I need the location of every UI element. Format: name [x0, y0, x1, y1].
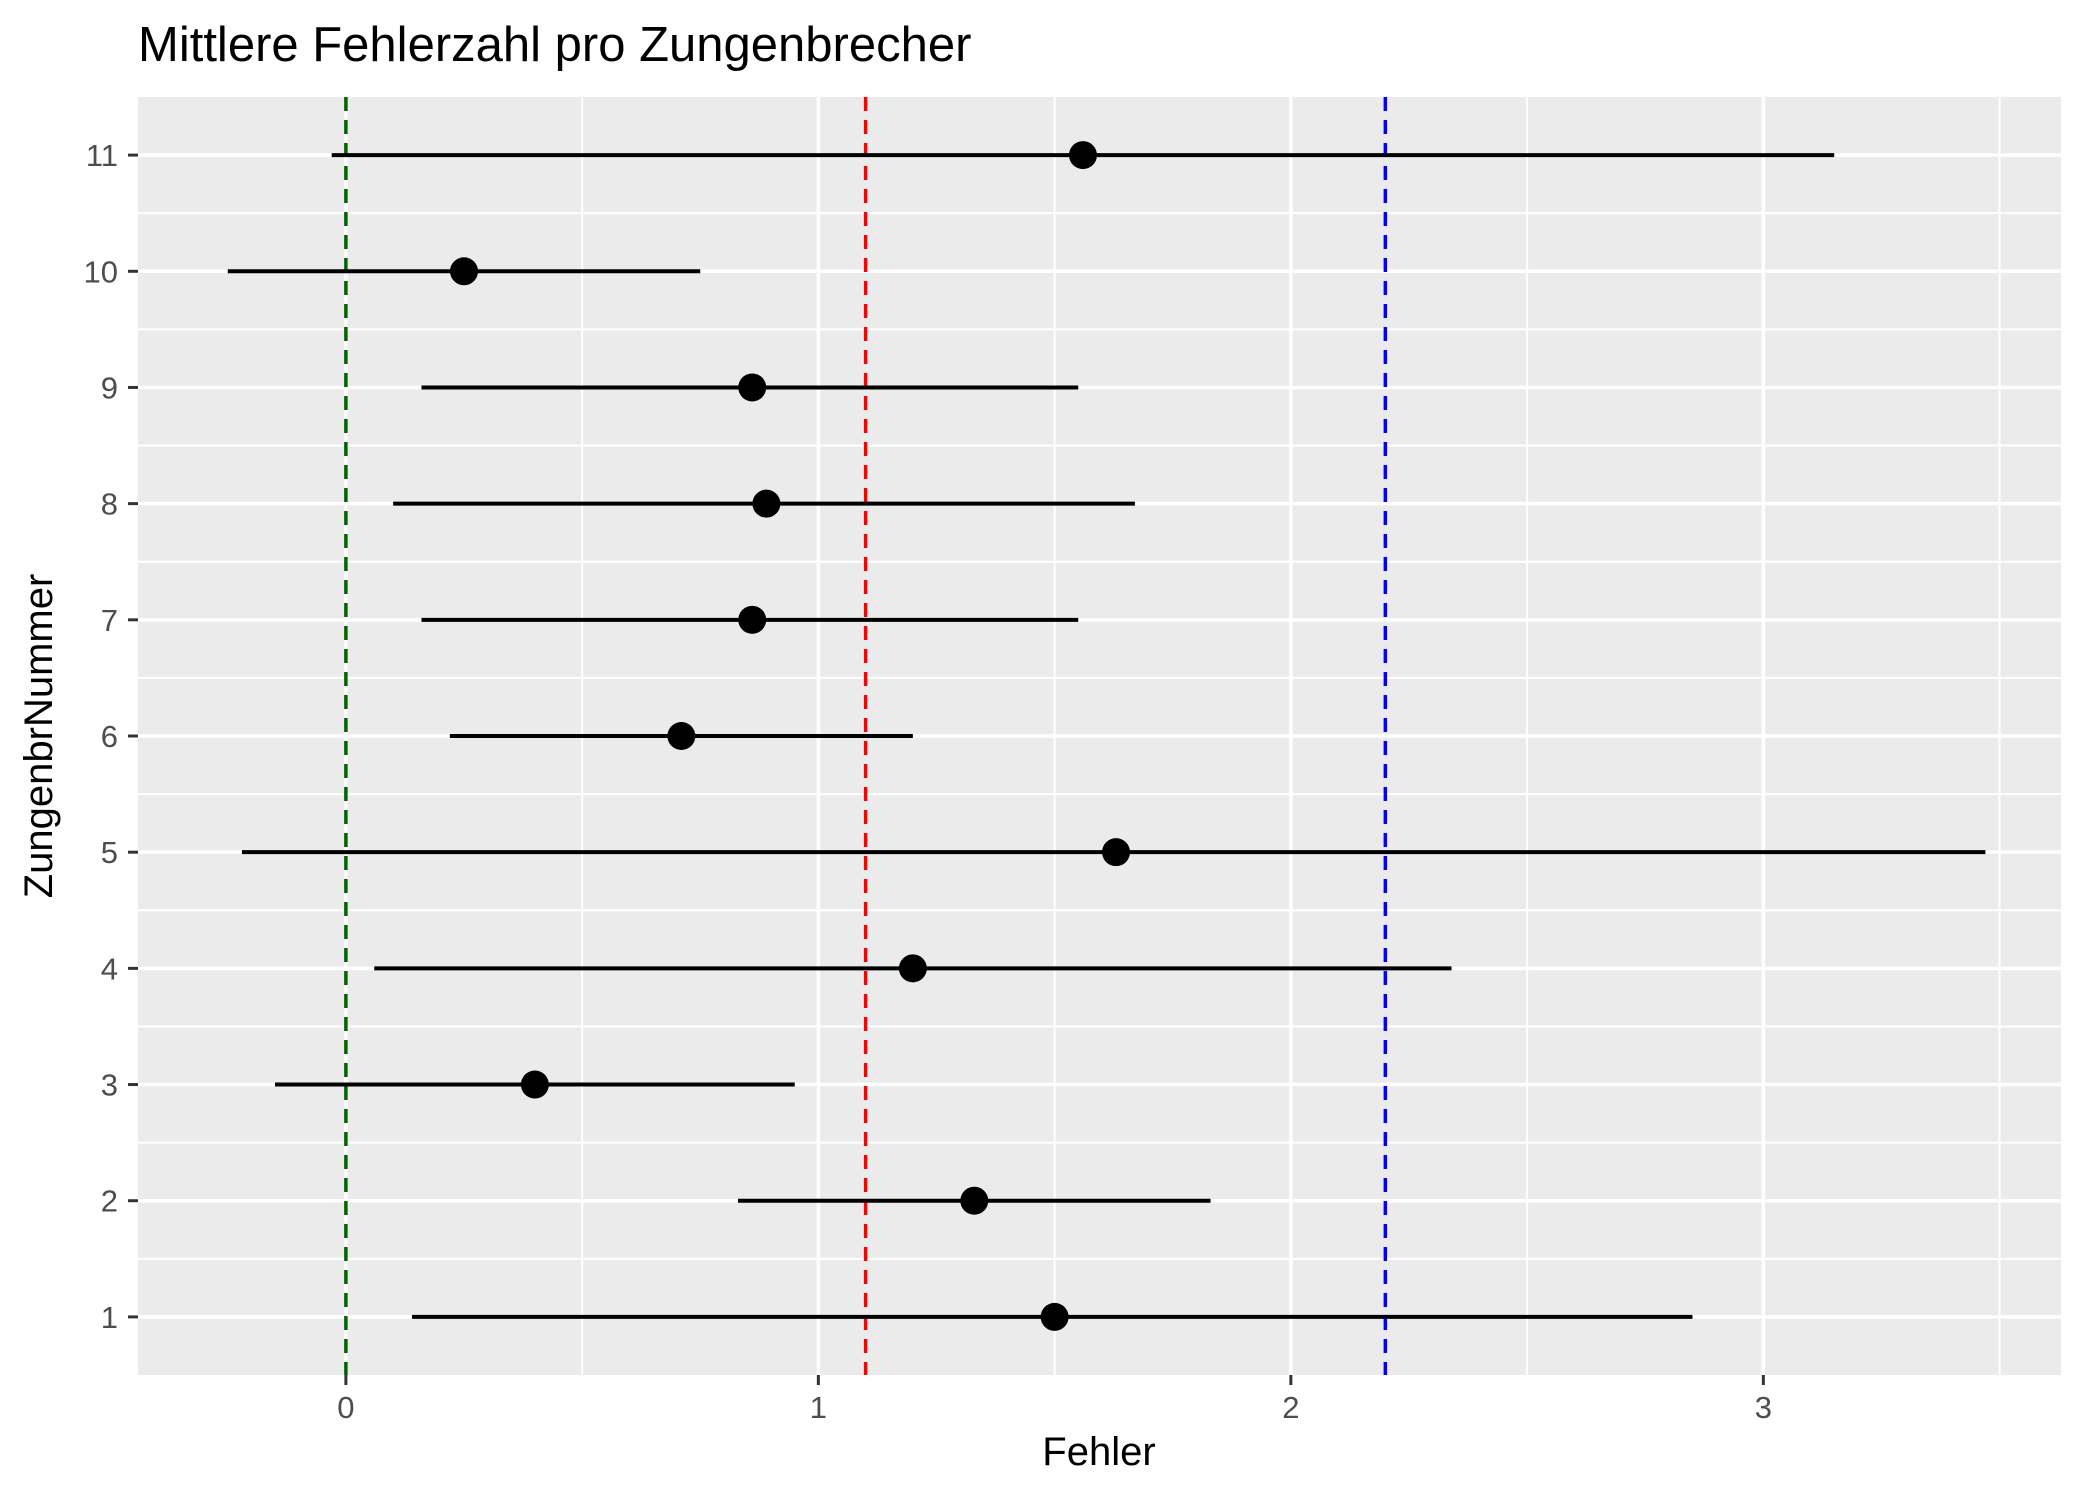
y-tick-label: 4	[101, 951, 118, 986]
data-point	[1102, 838, 1131, 867]
data-point	[1068, 141, 1097, 170]
y-tick-label: 9	[101, 370, 118, 405]
y-tick-label: 2	[101, 1184, 118, 1219]
y-axis-title: ZungenbrNummer	[17, 574, 61, 899]
chart-title: Mittlere Fehlerzahl pro Zungenbrecher	[138, 18, 971, 72]
data-point	[520, 1070, 549, 1099]
x-tick-label: 0	[337, 1390, 354, 1425]
x-tick-label: 3	[1755, 1390, 1772, 1425]
data-point	[1040, 1302, 1069, 1331]
y-tick-label: 6	[101, 719, 118, 754]
y-axis: 1 2 3 4 5 6 7 8 9 10 11	[84, 138, 138, 1335]
y-tick-label: 7	[101, 603, 118, 638]
data-point	[752, 489, 781, 518]
y-tick-label: 3	[101, 1068, 118, 1103]
data-point	[960, 1186, 989, 1215]
y-tick-label: 8	[101, 487, 118, 522]
x-axis-title: Fehler	[1042, 1430, 1155, 1474]
data-point	[738, 373, 767, 402]
y-tick-label: 5	[101, 835, 118, 870]
data-point	[898, 954, 927, 983]
y-tick-label: 1	[101, 1300, 118, 1335]
y-tick-label: 11	[86, 138, 118, 173]
reference-lines	[344, 97, 1388, 1375]
data-point	[738, 605, 767, 634]
data-point	[667, 722, 696, 750]
x-axis: 0 1 2 3	[337, 1375, 1772, 1425]
y-tick-label: 10	[84, 254, 118, 289]
x-tick-label: 1	[810, 1390, 827, 1425]
data-point	[450, 257, 479, 286]
data-points	[450, 141, 1131, 1331]
x-tick-label: 2	[1282, 1390, 1299, 1425]
